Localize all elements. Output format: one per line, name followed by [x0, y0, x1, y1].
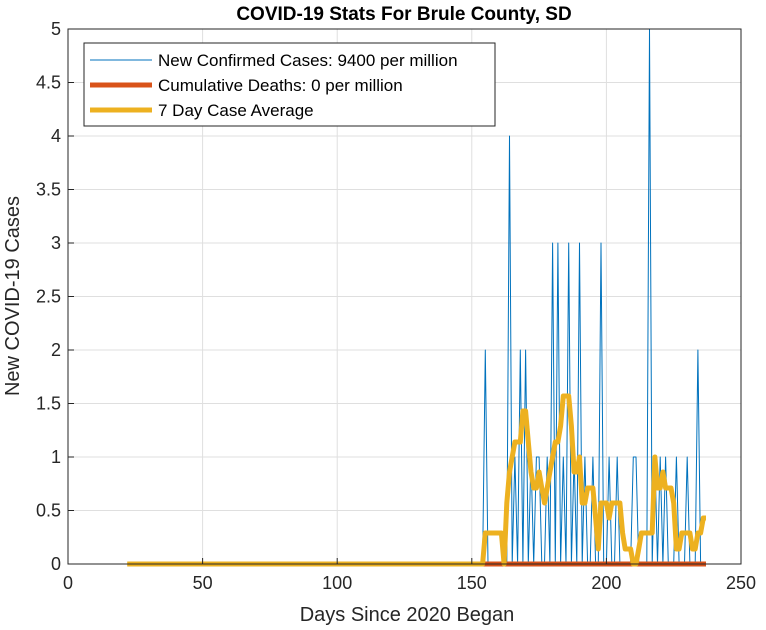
- legend: New Confirmed Cases: 9400 per million Cu…: [83, 42, 496, 127]
- seven-day-average-line: [127, 393, 706, 567]
- x-tick-label: 250: [726, 573, 756, 593]
- y-tick-label: 0: [51, 554, 61, 574]
- y-tick-label: 3.5: [36, 180, 61, 200]
- legend-label-new-cases: New Confirmed Cases: 9400 per million: [158, 51, 458, 70]
- y-tick-label: 3: [51, 233, 61, 253]
- y-tick-label: 4: [51, 126, 61, 146]
- x-tick-label: 100: [322, 573, 352, 593]
- x-tick-label: 200: [591, 573, 621, 593]
- y-tick-label: 4.5: [36, 73, 61, 93]
- legend-label-7day-average: 7 Day Case Average: [158, 101, 314, 120]
- x-tick-label: 150: [457, 573, 487, 593]
- y-tick-label: 2: [51, 340, 61, 360]
- x-tick-label: 50: [193, 573, 213, 593]
- y-tick-label: 0.5: [36, 501, 61, 521]
- y-tick-label: 2.5: [36, 287, 61, 307]
- x-axis-label: Days Since 2020 Began: [300, 604, 515, 626]
- y-tick-label: 1: [51, 447, 61, 467]
- x-tick-label: 0: [63, 573, 73, 593]
- chart-title: COVID-19 Stats For Brule County, SD: [236, 4, 571, 25]
- y-tick-label: 5: [51, 19, 61, 39]
- y-axis-label: New COVID-19 Cases: [2, 196, 24, 396]
- y-tick-label: 1.5: [36, 394, 61, 414]
- legend-label-cumulative-deaths: Cumulative Deaths: 0 per million: [158, 76, 403, 95]
- tick-labels: 0 50 100 150 200 250 0 0.5 1 1.5 2 2.5 3 3.5 4 4.5 5: [36, 19, 756, 593]
- legend-box: [83, 42, 496, 127]
